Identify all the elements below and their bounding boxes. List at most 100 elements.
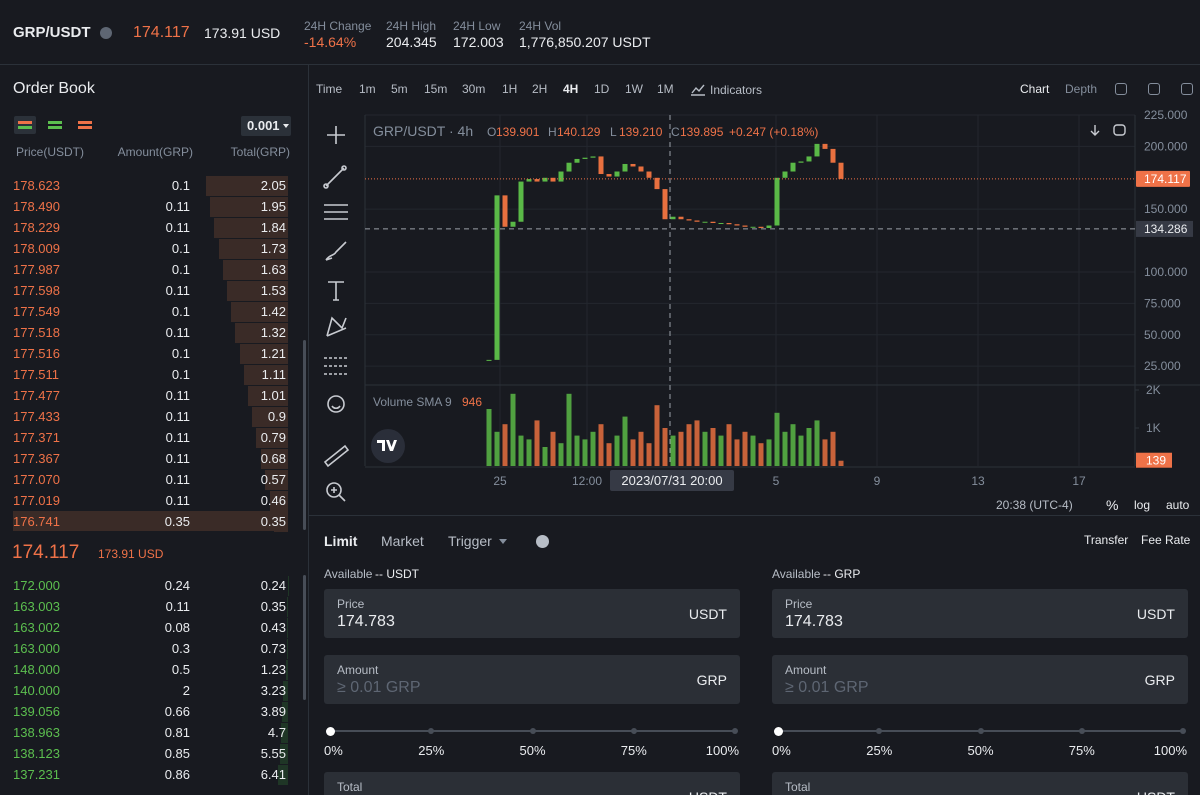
book-price[interactable]: 178.229 — [13, 220, 60, 235]
interval[interactable]: 2H — [532, 82, 548, 96]
candle — [558, 171, 564, 182]
price-input[interactable] — [772, 589, 1188, 638]
slider-label: 50% — [519, 743, 546, 758]
book-price[interactable]: 163.000 — [13, 641, 60, 656]
slider-dot[interactable] — [325, 726, 335, 736]
indicators[interactable]: Indicators — [710, 83, 763, 97]
order-tab[interactable]: Market — [381, 533, 424, 549]
interval[interactable]: 15m — [424, 82, 448, 96]
book-price[interactable]: 177.511 — [13, 367, 60, 382]
total-input[interactable] — [324, 772, 740, 795]
volume-bar — [606, 443, 612, 466]
available-value: -- GRP — [823, 567, 861, 581]
view-tab[interactable]: Chart — [1020, 82, 1050, 96]
pattern-tool[interactable] — [326, 316, 347, 337]
book-price[interactable]: 172.000 — [13, 578, 60, 593]
price-input[interactable] — [324, 589, 740, 638]
book-price[interactable]: 140.000 — [13, 683, 60, 698]
candle — [782, 171, 788, 178]
depth-bar — [252, 407, 288, 427]
book-price[interactable]: 177.987 — [13, 262, 60, 277]
volume-bar — [662, 428, 668, 466]
book-price[interactable]: 177.367 — [13, 451, 60, 466]
channel-tool[interactable] — [324, 204, 348, 220]
book-price[interactable]: 177.019 — [13, 493, 60, 508]
link[interactable]: Fee Rate — [1141, 533, 1191, 547]
book-view-toggle[interactable] — [44, 116, 66, 134]
book-price[interactable]: 178.623 — [13, 178, 60, 193]
toolbar-icon[interactable] — [1148, 83, 1160, 95]
slider-dot[interactable] — [732, 728, 738, 734]
book-price[interactable]: 177.477 — [13, 388, 60, 403]
zoom-tool[interactable] — [326, 482, 342, 498]
drawing-tools[interactable] — [310, 110, 360, 510]
book-view-toggle[interactable] — [74, 116, 96, 134]
book-price[interactable]: 177.598 — [13, 283, 60, 298]
toolbar-icon[interactable] — [1115, 83, 1127, 95]
footer-log: log — [1134, 498, 1150, 512]
slider-dot[interactable] — [977, 728, 984, 734]
stat-value: -14.64% — [304, 34, 357, 50]
y-tick-label: 150.000 — [1144, 202, 1188, 216]
footer-auto: auto — [1166, 498, 1190, 512]
book-price[interactable]: 177.518 — [13, 325, 60, 340]
book-price[interactable]: 163.002 — [13, 620, 60, 635]
brush-tool[interactable] — [325, 241, 347, 261]
indicators-icon — [691, 84, 705, 96]
book-price[interactable]: 177.070 — [13, 472, 60, 487]
slider-dot[interactable] — [773, 726, 783, 736]
stat-label: 24H Change — [304, 19, 372, 33]
book-price[interactable]: 138.963 — [13, 725, 60, 740]
slider-dot[interactable] — [1180, 728, 1186, 734]
depth-bar — [283, 681, 288, 701]
book-price[interactable]: 137.231 — [13, 767, 60, 782]
slider-dot[interactable] — [630, 728, 637, 734]
book-price[interactable]: 148.000 — [13, 662, 60, 677]
book-price[interactable]: 177.549 — [13, 304, 60, 319]
toolbar-icon[interactable] — [1181, 83, 1193, 95]
book-amount: 0.1 — [171, 262, 190, 277]
fib-tool[interactable] — [324, 357, 348, 375]
slider-dot[interactable] — [1078, 728, 1085, 734]
interval[interactable]: 1m — [359, 82, 376, 96]
book-price[interactable]: 176.741 — [13, 514, 60, 529]
interval[interactable]: 4H — [563, 82, 579, 96]
interval[interactable]: 1D — [594, 82, 610, 96]
slider-dot[interactable] — [876, 728, 883, 734]
interval[interactable]: 5m — [391, 82, 408, 96]
slider-dot[interactable] — [529, 728, 536, 734]
crosshair-tool[interactable] — [327, 126, 345, 144]
book-price[interactable]: 138.123 — [13, 746, 60, 761]
amount-input[interactable] — [772, 655, 1188, 704]
bar — [48, 121, 62, 124]
total-input[interactable] — [772, 772, 1188, 795]
line-tool[interactable] — [325, 167, 345, 187]
book-price[interactable]: 178.490 — [13, 199, 60, 214]
book-price[interactable]: 139.056 — [13, 704, 60, 719]
text-tool[interactable] — [328, 281, 344, 301]
book-view-toggle[interactable] — [14, 116, 36, 134]
ruler-tool[interactable] — [323, 444, 350, 468]
book-price[interactable]: 178.009 — [13, 241, 60, 256]
interval[interactable]: Time — [316, 82, 343, 96]
line-tool — [323, 183, 329, 189]
emoji-tool[interactable] — [327, 395, 345, 413]
view-tab[interactable]: Depth — [1065, 82, 1098, 96]
volume-bar — [630, 439, 636, 466]
slider-dot[interactable] — [428, 728, 435, 734]
link[interactable]: Transfer — [1084, 533, 1129, 547]
book-price[interactable]: 177.371 — [13, 430, 60, 445]
order-tab[interactable]: Trigger — [448, 533, 492, 549]
book-price[interactable]: 177.516 — [13, 346, 60, 361]
order-tab[interactable]: Limit — [324, 533, 358, 549]
interval[interactable]: 1H — [502, 82, 518, 96]
volume-bar — [566, 393, 572, 466]
interval[interactable]: 1M — [657, 82, 674, 96]
book-price[interactable]: 177.433 — [13, 409, 60, 424]
precision-select[interactable] — [241, 116, 291, 136]
interval[interactable]: 30m — [462, 82, 486, 96]
book-price[interactable]: 163.003 — [13, 599, 60, 614]
book-total: 0.73 — [260, 641, 286, 656]
amount-input[interactable] — [324, 655, 740, 704]
interval[interactable]: 1W — [625, 82, 643, 96]
